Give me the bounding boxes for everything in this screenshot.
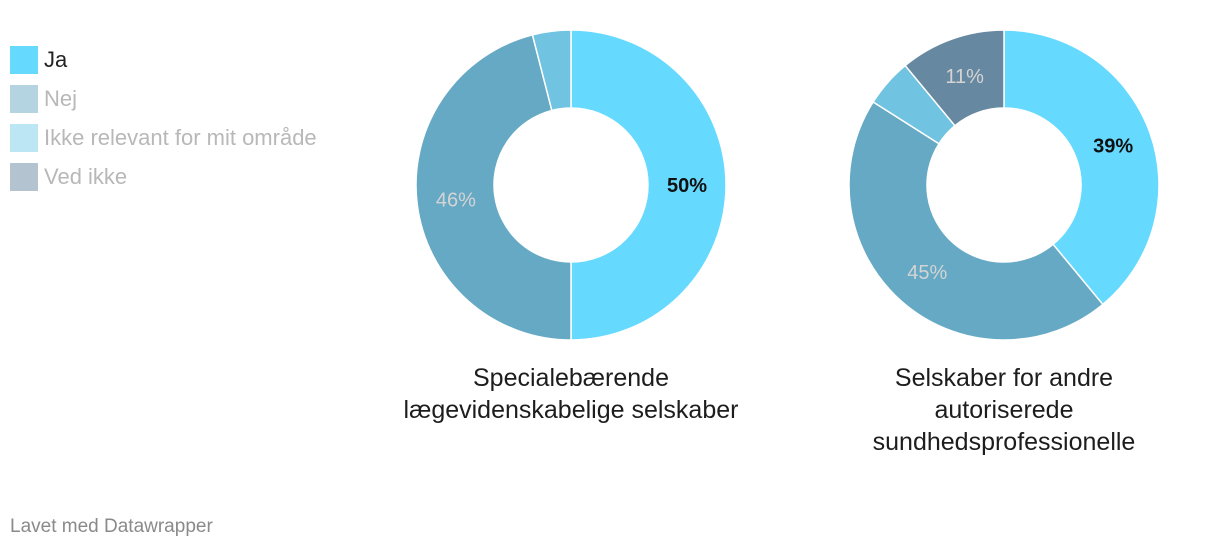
legend-item-ja[interactable]: Ja: [10, 40, 317, 79]
legend-swatch: [10, 123, 38, 152]
donut-svg: 39% 45% 11%: [849, 30, 1159, 340]
slice-value-label: 46%: [436, 190, 476, 212]
donut-svg: 50% 46%: [416, 30, 726, 340]
legend-item-ikke-relevant[interactable]: Ikke relevant for mit område: [10, 118, 317, 157]
slice-value-label: 39%: [1093, 136, 1133, 158]
legend-label: Ja: [44, 46, 68, 72]
slice-value-label: 11%: [945, 66, 984, 88]
donut-slice-ikke-relevant-for-mit-omr-de[interactable]: [531, 30, 572, 112]
legend-swatch: [10, 84, 38, 113]
chart-title: Specialebærende lægevidenskabelige selsk…: [403, 364, 739, 424]
footer-credit[interactable]: Lavet med Datawrapper: [10, 516, 213, 537]
legend-label: Ikke relevant for mit område: [44, 124, 317, 150]
legend-swatch: [10, 45, 38, 74]
chart-title: Selskaber for andre autoriserede sundhed…: [872, 364, 1136, 456]
legend: Ja Nej Ikke relevant for mit område Ved …: [10, 40, 317, 196]
donut-slice-nej[interactable]: [849, 100, 1104, 340]
donut-slice-ja[interactable]: [570, 30, 726, 340]
legend-item-nej[interactable]: Nej: [10, 79, 317, 118]
legend-item-ved-ikke[interactable]: Ved ikke: [10, 157, 317, 196]
legend-label: Nej: [44, 85, 78, 111]
donut-slice-ved-ikke[interactable]: [904, 30, 1005, 127]
slice-value-label: 45%: [907, 262, 947, 284]
donut-slice-ja[interactable]: [1003, 30, 1159, 306]
slice-value-label: 50%: [667, 175, 707, 197]
legend-label: Ved ikke: [44, 163, 128, 189]
donut-slice-nej[interactable]: [416, 33, 572, 340]
legend-swatch: [10, 162, 38, 191]
